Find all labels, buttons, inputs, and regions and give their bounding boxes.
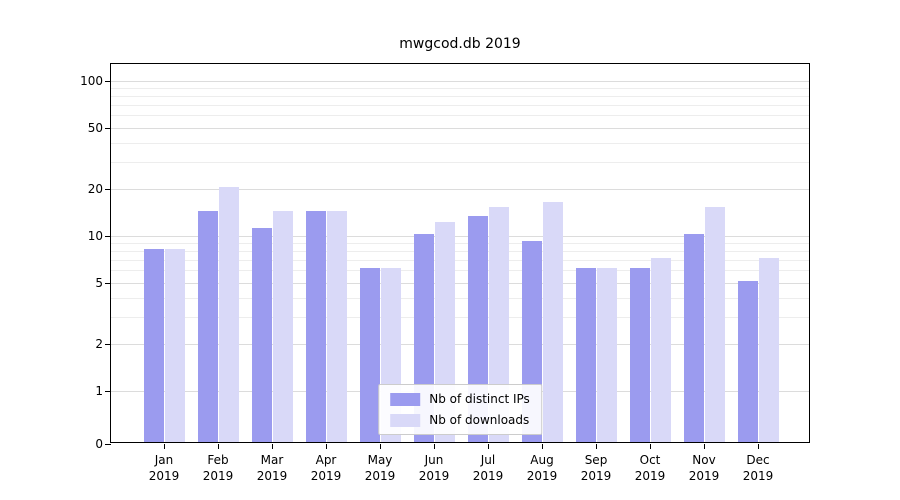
x-tick-mark bbox=[218, 444, 219, 449]
y-tick-label: 50 bbox=[87, 120, 103, 135]
minor-gridline bbox=[111, 142, 809, 144]
major-gridline bbox=[111, 236, 809, 237]
x-tick-label: Jul 2019 bbox=[472, 453, 504, 483]
minor-gridline bbox=[111, 105, 809, 106]
x-tick-mark bbox=[704, 444, 705, 449]
legend-label-downloads: Nb of downloads bbox=[429, 413, 530, 427]
minor-gridline bbox=[111, 96, 809, 97]
x-tick-label: Sep 2019 bbox=[580, 453, 612, 483]
bar-downloads bbox=[164, 249, 185, 442]
x-tick-label: Dec 2019 bbox=[742, 453, 774, 483]
bar-distinct-ips bbox=[359, 268, 380, 442]
bar-downloads bbox=[650, 258, 671, 442]
x-tick-label: Oct 2019 bbox=[634, 453, 666, 483]
minor-gridline bbox=[111, 243, 809, 245]
bar-distinct-ips bbox=[737, 280, 758, 442]
x-tick-label: Jun 2019 bbox=[418, 453, 450, 483]
bar-distinct-ips bbox=[683, 234, 704, 442]
major-gridline bbox=[111, 81, 809, 82]
minor-gridline bbox=[111, 115, 809, 117]
x-tick-mark bbox=[488, 444, 489, 449]
y-tick-mark bbox=[105, 81, 111, 82]
y-tick-label: 2 bbox=[95, 337, 103, 352]
minor-gridline bbox=[111, 297, 809, 299]
chart-title: mwgcod.db 2019 bbox=[399, 36, 521, 52]
y-tick-label: 10 bbox=[87, 229, 103, 243]
minor-gridline bbox=[111, 251, 809, 252]
bar-distinct-ips bbox=[305, 211, 326, 442]
legend-label-distinct-ips: Nb of distinct IPs bbox=[429, 392, 530, 406]
x-tick-mark bbox=[380, 444, 381, 449]
bar-downloads bbox=[758, 258, 779, 442]
bar-downloads bbox=[488, 206, 509, 442]
y-tick-label: 100 bbox=[80, 74, 103, 88]
legend: Nb of distinct IPs Nb of downloads bbox=[378, 384, 542, 435]
major-gridline bbox=[111, 127, 809, 129]
x-tick-label: Apr 2019 bbox=[310, 453, 342, 483]
bar-downloads bbox=[326, 211, 347, 442]
bar-distinct-ips bbox=[197, 211, 218, 442]
bar-downloads bbox=[218, 187, 239, 442]
minor-gridline bbox=[111, 88, 809, 90]
minor-gridline bbox=[111, 270, 809, 272]
plot-area: Nb of distinct IPs Nb of downloads 0 1 2 5 1… bbox=[80, 63, 810, 483]
y-tick-mark bbox=[105, 189, 111, 191]
x-tick-label: Mar 2019 bbox=[256, 453, 288, 483]
y-tick-label: 20 bbox=[87, 182, 103, 197]
y-tick-mark bbox=[105, 344, 111, 346]
x-tick-label: Jan 2019 bbox=[148, 453, 180, 483]
x-tick-mark bbox=[542, 444, 543, 449]
x-tick-mark bbox=[272, 444, 273, 449]
bar-distinct-ips bbox=[575, 268, 596, 442]
minor-gridline bbox=[111, 162, 809, 163]
x-tick-label: Feb 2019 bbox=[202, 453, 234, 483]
legend-swatch-downloads bbox=[390, 413, 421, 427]
bar-distinct-ips bbox=[629, 268, 650, 442]
bar-downloads bbox=[272, 211, 293, 442]
y-tick-mark bbox=[105, 444, 111, 445]
y-tick-mark bbox=[105, 282, 111, 284]
x-tick-mark bbox=[596, 444, 597, 449]
bar-distinct-ips bbox=[251, 227, 272, 442]
y-tick-mark bbox=[105, 391, 111, 392]
y-tick-mark bbox=[105, 127, 111, 129]
x-tick-mark bbox=[650, 444, 651, 449]
major-gridline bbox=[111, 282, 809, 284]
major-gridline bbox=[111, 344, 809, 346]
bar-distinct-ips bbox=[143, 249, 164, 442]
bar-downloads bbox=[596, 268, 617, 442]
x-tick-label: May 2019 bbox=[364, 453, 396, 483]
minor-gridline bbox=[111, 317, 809, 318]
y-tick-mark bbox=[105, 236, 111, 237]
legend-swatch-distinct-ips bbox=[390, 392, 421, 406]
y-tick-label: 1 bbox=[95, 384, 103, 398]
y-tick-label: 5 bbox=[95, 275, 103, 290]
y-tick-label: 0 bbox=[95, 437, 103, 451]
x-tick-label: Aug 2019 bbox=[526, 453, 558, 483]
x-tick-mark bbox=[758, 444, 759, 449]
major-gridline bbox=[111, 189, 809, 191]
x-tick-mark bbox=[434, 444, 435, 449]
bar-downloads bbox=[542, 202, 563, 442]
x-tick-mark bbox=[164, 444, 165, 449]
x-tick-label: Nov 2019 bbox=[688, 453, 720, 483]
legend-item-distinct-ips: Nb of distinct IPs bbox=[390, 392, 530, 406]
bar-downloads bbox=[704, 206, 725, 442]
minor-gridline bbox=[111, 260, 809, 261]
legend-item-downloads: Nb of downloads bbox=[390, 413, 530, 427]
x-tick-mark bbox=[326, 444, 327, 449]
